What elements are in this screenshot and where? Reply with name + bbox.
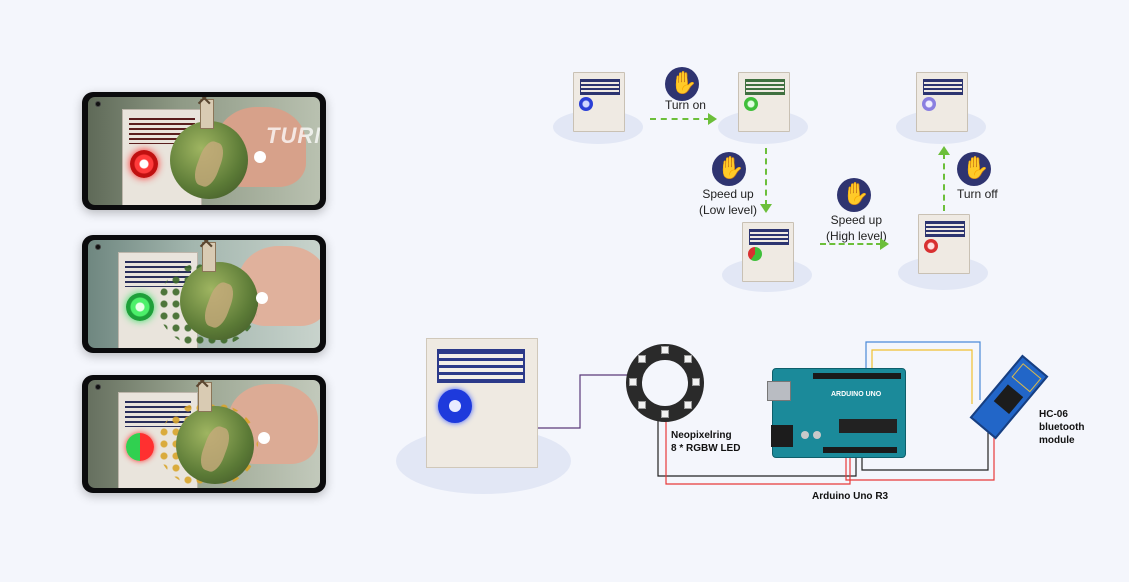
wire-signal <box>538 374 628 429</box>
ar-screen-2 <box>88 240 320 348</box>
led-indicator <box>748 247 762 261</box>
heater-prototype <box>426 338 538 468</box>
bluetooth-module <box>969 354 1049 440</box>
heater-icon <box>738 72 790 132</box>
ar-screen-1: TURN <box>88 97 320 205</box>
power-jack <box>771 425 793 447</box>
arduino-logo: ARDUINO UNO <box>831 391 882 398</box>
neopixel-led <box>629 378 637 386</box>
ar-globe <box>170 121 248 199</box>
camera-icon <box>95 384 101 390</box>
digital-header <box>813 373 901 379</box>
label-line: HC-06 <box>1039 409 1068 420</box>
ar-overlay-text: TURN <box>266 123 320 148</box>
neopixel-led <box>684 401 692 409</box>
analog-header <box>823 447 897 453</box>
usb-port <box>767 381 791 401</box>
hand-gesture-icon <box>712 152 746 186</box>
led-indicator <box>924 239 938 253</box>
ar-phone-1: TURN <box>82 92 326 210</box>
neopixel-led <box>684 355 692 363</box>
neopixel-led <box>638 401 646 409</box>
arrow-speed-high <box>820 243 882 245</box>
label-turn-off: Turn off <box>957 187 998 201</box>
neopixel-led <box>661 410 669 418</box>
label-speed-up-high: Speed up (High level) <box>826 212 887 244</box>
neopixel-label: Neopixelring 8 * RGBW LED <box>671 429 740 455</box>
capacitor <box>801 431 809 439</box>
antenna-trace <box>1011 363 1042 393</box>
ar-globe <box>176 406 254 484</box>
capacitor <box>813 431 821 439</box>
ar-phone-3 <box>82 375 326 493</box>
bluetooth-label: HC-06 bluetooth module <box>1039 408 1085 447</box>
label-line: (Low level) <box>699 203 758 217</box>
arrow-head-right <box>708 113 717 125</box>
windmill-model <box>197 240 216 272</box>
arrow-head-up <box>938 146 950 155</box>
label-line: Speed up <box>830 213 883 227</box>
heater-icon <box>916 72 968 132</box>
microcontroller-chip <box>839 419 897 433</box>
camera-icon <box>95 101 101 107</box>
neopixel-led <box>661 346 669 354</box>
heater-icon <box>573 72 625 132</box>
heater-icon <box>918 214 970 274</box>
arduino-board: ARDUINO UNO <box>767 368 906 458</box>
heater-led <box>130 150 158 178</box>
arduino-label: Arduino Uno R3 <box>812 491 889 502</box>
hand-gesture-icon <box>837 178 871 212</box>
label-line: (High level) <box>826 229 887 243</box>
label-line: Neopixelring <box>671 430 732 441</box>
windmill-model <box>195 97 214 129</box>
led-indicator <box>744 97 758 111</box>
neopixel-led <box>692 378 700 386</box>
label-line: 8 * RGBW LED <box>671 443 741 454</box>
ar-indicator-dot <box>256 292 268 304</box>
label-turn-on: Turn on <box>665 98 706 112</box>
arrow-speed-low <box>765 148 767 206</box>
heater-vent <box>437 349 525 383</box>
windmill-model <box>193 380 212 412</box>
heater-vent <box>749 229 789 245</box>
led-indicator <box>922 97 936 111</box>
ar-screen-3 <box>88 380 320 488</box>
heater-vent <box>925 221 965 237</box>
heater-led <box>126 433 154 461</box>
led-indicator <box>579 97 593 111</box>
heater-led <box>126 293 154 321</box>
neopixel-led-in-heater <box>438 389 472 423</box>
ar-globe <box>180 262 258 340</box>
heater-vent <box>745 79 785 95</box>
bt-chip <box>993 384 1024 415</box>
arrow-head-right <box>880 238 889 250</box>
label-line: module <box>1039 435 1075 446</box>
hand-gesture-icon <box>665 67 699 101</box>
ar-indicator-dot <box>258 432 270 444</box>
label-speed-up-low: Speed up (Low level) <box>699 186 757 218</box>
arrow-head-down <box>760 204 772 213</box>
label-line: bluetooth <box>1039 422 1085 433</box>
neopixel-led <box>638 355 646 363</box>
ar-indicator-dot <box>254 151 266 163</box>
label-line: Speed up <box>702 187 754 201</box>
ar-phone-2 <box>82 235 326 353</box>
heater-vent <box>580 79 620 95</box>
arrow-turn-on <box>650 118 710 120</box>
heater-vent <box>923 79 963 95</box>
arrow-turn-off <box>943 153 945 211</box>
hand-gesture-icon <box>957 152 991 186</box>
heater-icon <box>742 222 794 282</box>
camera-icon <box>95 244 101 250</box>
